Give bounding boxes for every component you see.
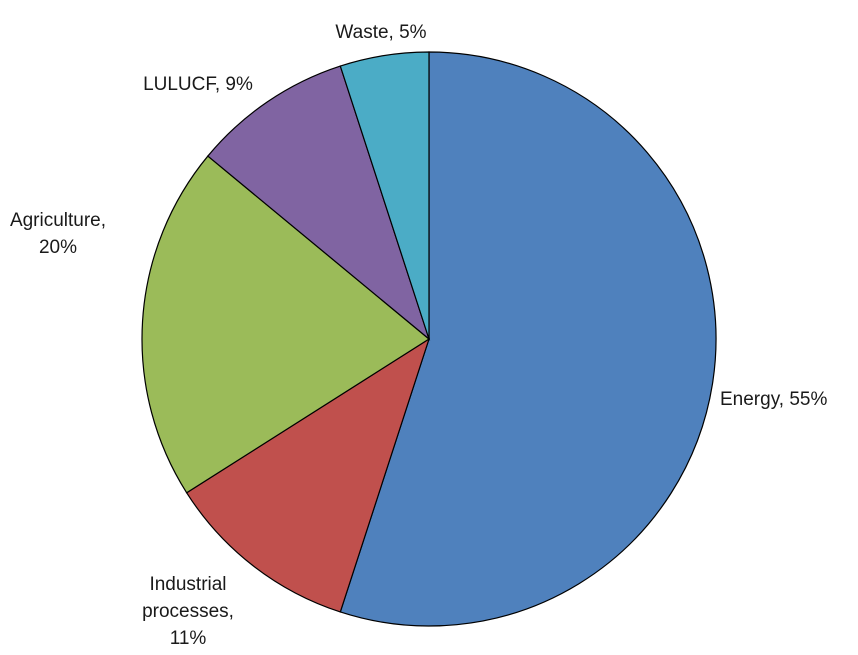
pie-slice-waste	[339, 51, 430, 340]
slice-label-line: Agriculture,	[10, 210, 106, 231]
slice-label-agriculture: Agriculture, 20%	[10, 210, 106, 258]
pie-slice-lulucf	[207, 65, 431, 341]
slice-label-energy: Energy, 55%	[720, 389, 827, 410]
slice-label-industrial-processes: Industrial processes, 11%	[142, 574, 234, 649]
slice-label-line: Industrial	[149, 574, 226, 595]
pie-slice-energy	[339, 51, 717, 627]
slice-label-line: 11%	[170, 628, 207, 649]
slice-label-waste: Waste, 5%	[335, 22, 426, 43]
slice-label-line: Energy, 55%	[720, 389, 827, 410]
pie-slice-agriculture	[141, 155, 431, 494]
slice-label-line: LULUCF, 9%	[143, 74, 253, 95]
slice-label-line: 20%	[39, 237, 77, 258]
slice-label-line: Waste, 5%	[335, 22, 426, 43]
slice-label-line: processes,	[142, 601, 234, 622]
slice-label-lulucf: LULUCF, 9%	[143, 74, 253, 95]
pie-labels: Energy, 55% Industrial processes, 11% Agricu…	[10, 22, 828, 649]
pie-slice-industrial-processes	[185, 337, 431, 613]
pie-slices	[141, 51, 717, 627]
